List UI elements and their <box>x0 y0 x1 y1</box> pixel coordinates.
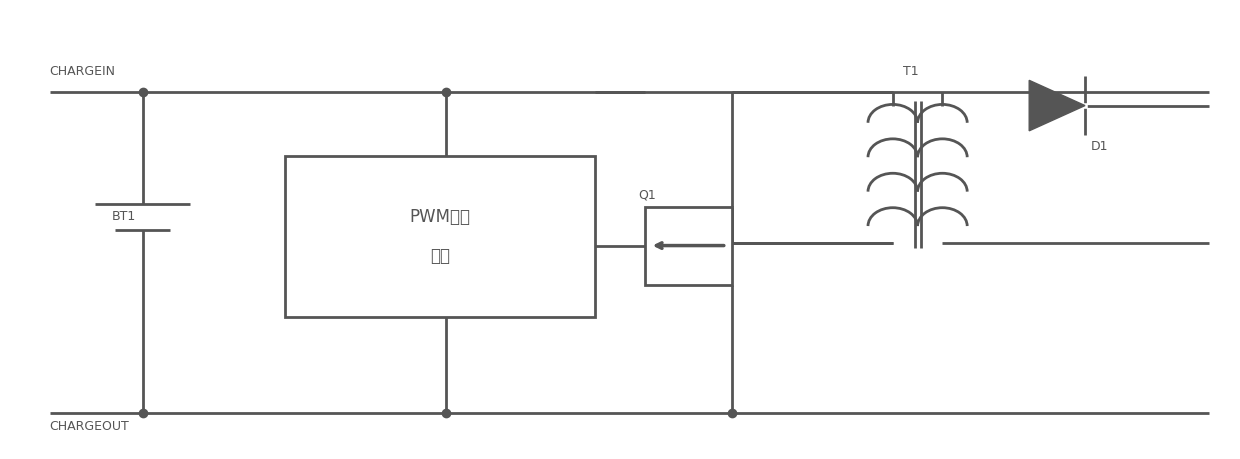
Polygon shape <box>1029 80 1085 131</box>
Bar <box>285 156 595 317</box>
Text: CHARGEIN: CHARGEIN <box>50 65 115 78</box>
Text: PWM控制: PWM控制 <box>409 208 471 226</box>
Text: BT1: BT1 <box>112 210 136 224</box>
Text: T1: T1 <box>903 65 919 78</box>
Text: Q1: Q1 <box>639 189 656 202</box>
Text: D1: D1 <box>1091 140 1109 153</box>
Text: 单元: 单元 <box>430 246 450 265</box>
Text: CHARGEOUT: CHARGEOUT <box>50 420 129 433</box>
Bar <box>645 207 732 285</box>
